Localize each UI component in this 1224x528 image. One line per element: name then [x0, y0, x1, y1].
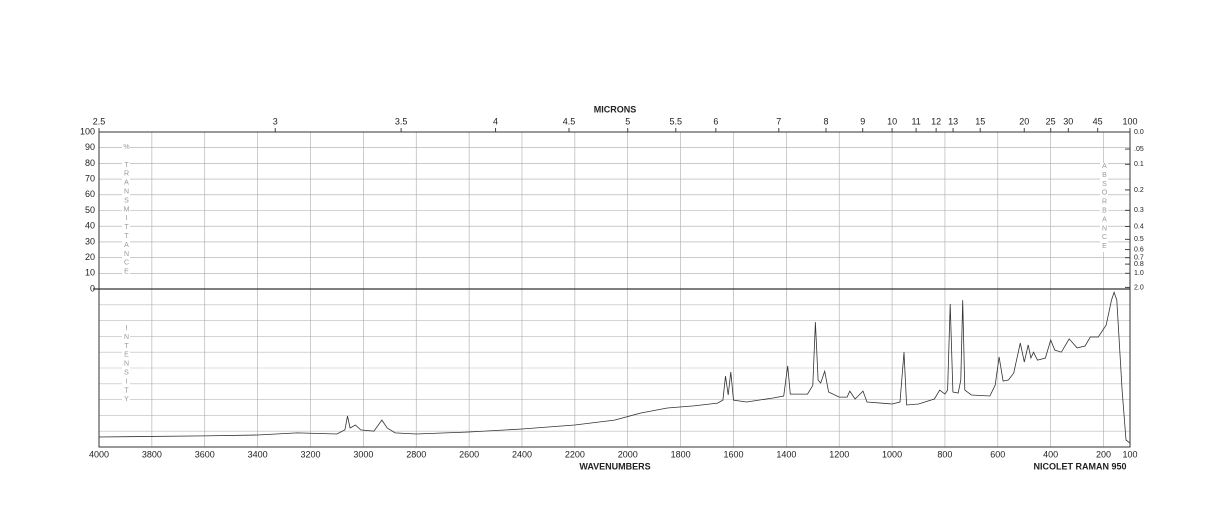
x-tick-label: 3000: [353, 449, 373, 459]
right-tick-label: 1.0: [1134, 270, 1144, 277]
y-tick-label: 10: [85, 268, 95, 278]
x-tick-label: 100: [1122, 449, 1137, 459]
right-tick-label: 0.2: [1134, 187, 1144, 194]
spectrum-line: [98, 290, 1131, 444]
top-tick-label: 5.5: [670, 116, 683, 126]
left-axis-title: % TRANSMITTANCE: [122, 144, 130, 278]
y-tick-label: 50: [85, 205, 95, 215]
right-tick-label: 0.3: [1134, 207, 1144, 214]
x-tick-label: 3200: [300, 449, 320, 459]
top-tick-label: 10: [887, 116, 897, 126]
lower-axis-title: INTENSITY: [122, 325, 130, 406]
top-tick-label: 4.5: [563, 116, 576, 126]
right-tick-label: .05: [1134, 146, 1144, 153]
x-tick-label: 2000: [618, 449, 638, 459]
x-tick-label: 1600: [723, 449, 743, 459]
top-tick-label: 7: [776, 116, 781, 126]
top-tick-label: 6: [713, 116, 718, 126]
x-tick-label: 400: [1043, 449, 1058, 459]
y-tick-label: 90: [85, 142, 95, 152]
right-tick-label: 0.8: [1134, 261, 1144, 268]
instrument-label: NICOLET RAMAN 950: [1033, 461, 1126, 471]
top-tick-label: 20: [1019, 116, 1029, 126]
y-tick-label: 40: [85, 221, 95, 231]
top-tick-label: 5: [625, 116, 630, 126]
right-tick-label: 2.0: [1134, 284, 1144, 291]
top-tick-label: 12: [931, 116, 941, 126]
y-tick-label: 30: [85, 236, 95, 246]
top-tick-label: 3.5: [395, 116, 408, 126]
right-tick-label: 0.1: [1134, 161, 1144, 168]
top-tick-label: 11: [911, 116, 920, 126]
y-tick-label: 100: [80, 126, 95, 136]
x-tick-label: 1800: [671, 449, 691, 459]
x-tick-label: 2600: [459, 449, 479, 459]
top-tick-label: 3: [273, 116, 278, 126]
right-tick-label: 0.4: [1134, 223, 1144, 230]
x-tick-label: 3800: [142, 449, 162, 459]
x-axis-title: WAVENUMBERS: [579, 461, 650, 471]
x-tick-label: 2800: [406, 449, 426, 459]
x-tick-label: 3400: [248, 449, 268, 459]
x-tick-label: 2200: [565, 449, 585, 459]
x-tick-label: 200: [1096, 449, 1111, 459]
right-tick-label: 0.6: [1134, 246, 1144, 253]
right-axis-title: ABSORBANCE: [1100, 163, 1108, 252]
x-tick-label: 1000: [882, 449, 902, 459]
top-axis-title: MICRONS: [594, 104, 637, 114]
x-tick-label: 800: [937, 449, 952, 459]
x-tick-label: 1200: [829, 449, 849, 459]
x-tick-label: 2400: [512, 449, 532, 459]
top-tick-label: 4: [493, 116, 498, 126]
x-tick-label: 4000: [89, 449, 109, 459]
y-tick-label: 20: [85, 252, 95, 262]
y-tick-label: 80: [85, 158, 95, 168]
y-tick-label: 70: [85, 173, 95, 183]
top-tick-label: 2.5: [93, 116, 106, 126]
x-tick-label: 600: [990, 449, 1005, 459]
right-tick-label: 0.5: [1134, 236, 1144, 243]
top-tick-label: 9: [860, 116, 865, 126]
y-tick-label: 60: [85, 189, 95, 199]
top-tick-label: 15: [975, 116, 985, 126]
top-tick-label: 13: [948, 116, 958, 126]
top-tick-label: 30: [1063, 116, 1073, 126]
y-tick-label: 0: [90, 283, 95, 293]
right-tick-label: 0.7: [1134, 255, 1144, 262]
top-tick-label: 8: [823, 116, 828, 126]
x-tick-label: 1400: [776, 449, 796, 459]
top-tick-label: 45: [1093, 116, 1103, 126]
right-tick-label: 0.0: [1134, 129, 1144, 136]
x-tick-label: 3600: [195, 449, 215, 459]
top-tick-label: 100: [1122, 116, 1137, 126]
top-tick-label: 25: [1046, 116, 1056, 126]
